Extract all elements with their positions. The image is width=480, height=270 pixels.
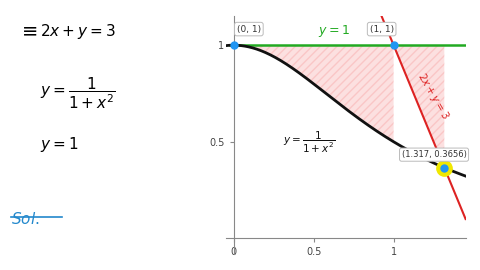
- Text: $y = \dfrac{1}{1+x^2}$: $y = \dfrac{1}{1+x^2}$: [40, 76, 115, 111]
- Text: $y = \dfrac{1}{1+x^2}$: $y = \dfrac{1}{1+x^2}$: [283, 130, 335, 155]
- Text: $\equiv$: $\equiv$: [18, 22, 38, 40]
- Text: $Sol.$: $Sol.$: [11, 211, 39, 227]
- Text: (0, 1): (0, 1): [237, 25, 261, 33]
- Text: $y = 1$: $y = 1$: [40, 135, 78, 154]
- Text: $2x + y = 3$: $2x + y = 3$: [40, 22, 115, 40]
- Text: (1.317, 0.3656): (1.317, 0.3656): [402, 150, 467, 159]
- Text: (1, 1): (1, 1): [370, 25, 394, 33]
- Text: $2x + y = 3$: $2x + y = 3$: [414, 70, 453, 123]
- Text: $y = 1$: $y = 1$: [318, 23, 350, 39]
